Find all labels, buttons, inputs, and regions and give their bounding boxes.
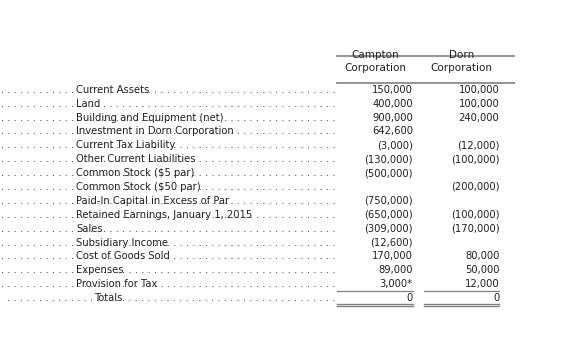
Text: Dorn
Corporation: Dorn Corporation xyxy=(431,50,492,73)
Text: . . . . . . . . . . . . . . . . . . . . . . . . . . . . . . . . . . . . . . . . : . . . . . . . . . . . . . . . . . . . . … xyxy=(0,140,335,150)
Text: Other Current Liabilities: Other Current Liabilities xyxy=(76,154,196,164)
Text: . . . . . . . . . . . . . . . . . . . . . . . . . . . . . . . . . . . . . . . . : . . . . . . . . . . . . . . . . . . . . … xyxy=(0,168,335,178)
Text: 3,000*: 3,000* xyxy=(380,279,413,289)
Text: 100,000: 100,000 xyxy=(459,99,499,109)
Text: Current Tax Liability: Current Tax Liability xyxy=(76,140,175,150)
Text: 89,000: 89,000 xyxy=(378,265,413,276)
Text: . . . . . . . . . . . . . . . . . . . . . . . . . . . . . . . . . . . . . . . . : . . . . . . . . . . . . . . . . . . . . … xyxy=(0,224,335,234)
Text: . . . . . . . . . . . . . . . . . . . . . . . . . . . . . . . . . . . . . . . . : . . . . . . . . . . . . . . . . . . . . … xyxy=(0,196,335,206)
Text: (130,000): (130,000) xyxy=(364,154,413,164)
Text: . . . . . . . . . . . . . . . . . . . . . . . . . . . . . . . . . . . . . . . . : . . . . . . . . . . . . . . . . . . . . … xyxy=(0,252,335,261)
Text: 900,000: 900,000 xyxy=(372,112,413,122)
Text: 100,000: 100,000 xyxy=(459,85,499,95)
Text: Campton
Corporation: Campton Corporation xyxy=(344,50,406,73)
Text: (100,000): (100,000) xyxy=(451,154,499,164)
Text: . . . . . . . . . . . . . . . . . . . . . . . . . . . . . . . . . . . . . . . . : . . . . . . . . . . . . . . . . . . . . … xyxy=(0,112,335,122)
Text: . . . . . . . . . . . . . . . . . . . . . . . . . . . . . . . . . . . . . . . . : . . . . . . . . . . . . . . . . . . . . … xyxy=(0,238,335,247)
Text: Paid-In Capital in Excess of Par: Paid-In Capital in Excess of Par xyxy=(76,196,229,206)
Text: 50,000: 50,000 xyxy=(465,265,499,276)
Text: Common Stock ($5 par): Common Stock ($5 par) xyxy=(76,168,194,178)
Text: 0: 0 xyxy=(493,293,499,303)
Text: Investment in Dorn Corporation: Investment in Dorn Corporation xyxy=(76,126,234,136)
Text: 80,000: 80,000 xyxy=(465,252,499,261)
Text: (100,000): (100,000) xyxy=(451,210,499,220)
Text: (750,000): (750,000) xyxy=(364,196,413,206)
Text: Totals: Totals xyxy=(94,293,122,303)
Text: (500,000): (500,000) xyxy=(364,168,413,178)
Text: 170,000: 170,000 xyxy=(372,252,413,261)
Text: . . . . . . . . . . . . . . . . . . . . . . . . . . . . . . . . . . . . . . . . : . . . . . . . . . . . . . . . . . . . . … xyxy=(0,182,335,192)
Text: Subsidiary Income: Subsidiary Income xyxy=(76,238,168,247)
Text: . . . . . . . . . . . . . . . . . . . . . . . . . . . . . . . . . . . . . . . . : . . . . . . . . . . . . . . . . . . . . … xyxy=(0,154,335,164)
Text: (309,000): (309,000) xyxy=(364,224,413,234)
Text: Provision for Tax: Provision for Tax xyxy=(76,279,157,289)
Text: (3,000): (3,000) xyxy=(377,140,413,150)
Text: Cost of Goods Sold: Cost of Goods Sold xyxy=(76,252,170,261)
Text: Land: Land xyxy=(76,99,100,109)
Text: . . . . . . . . . . . . . . . . . . . . . . . . . . . . . . . . . . . . . . . . : . . . . . . . . . . . . . . . . . . . . … xyxy=(0,85,335,95)
Text: (12,000): (12,000) xyxy=(457,140,499,150)
Text: (170,000): (170,000) xyxy=(451,224,499,234)
Text: 240,000: 240,000 xyxy=(459,112,499,122)
Text: . . . . . . . . . . . . . . . . . . . . . . . . . . . . . . . . . . . . . . . . : . . . . . . . . . . . . . . . . . . . . … xyxy=(7,293,335,303)
Text: Retained Earnings, January 1, 2015: Retained Earnings, January 1, 2015 xyxy=(76,210,252,220)
Text: . . . . . . . . . . . . . . . . . . . . . . . . . . . . . . . . . . . . . . . . : . . . . . . . . . . . . . . . . . . . . … xyxy=(0,279,335,289)
Text: 150,000: 150,000 xyxy=(372,85,413,95)
Text: . . . . . . . . . . . . . . . . . . . . . . . . . . . . . . . . . . . . . . . . : . . . . . . . . . . . . . . . . . . . . … xyxy=(0,265,335,276)
Text: Sales: Sales xyxy=(76,224,102,234)
Text: . . . . . . . . . . . . . . . . . . . . . . . . . . . . . . . . . . . . . . . . : . . . . . . . . . . . . . . . . . . . . … xyxy=(0,126,335,136)
Text: . . . . . . . . . . . . . . . . . . . . . . . . . . . . . . . . . . . . . . . . : . . . . . . . . . . . . . . . . . . . . … xyxy=(0,99,335,109)
Text: Building and Equipment (net): Building and Equipment (net) xyxy=(76,112,224,122)
Text: (200,000): (200,000) xyxy=(451,182,499,192)
Text: Current Assets: Current Assets xyxy=(76,85,149,95)
Text: 400,000: 400,000 xyxy=(372,99,413,109)
Text: (650,000): (650,000) xyxy=(364,210,413,220)
Text: 642,600: 642,600 xyxy=(372,126,413,136)
Text: . . . . . . . . . . . . . . . . . . . . . . . . . . . . . . . . . . . . . . . . : . . . . . . . . . . . . . . . . . . . . … xyxy=(0,210,335,220)
Text: Common Stock ($50 par): Common Stock ($50 par) xyxy=(76,182,201,192)
Text: 0: 0 xyxy=(407,293,413,303)
Text: (12,600): (12,600) xyxy=(370,238,413,247)
Text: Expenses: Expenses xyxy=(76,265,124,276)
Text: 12,000: 12,000 xyxy=(464,279,499,289)
